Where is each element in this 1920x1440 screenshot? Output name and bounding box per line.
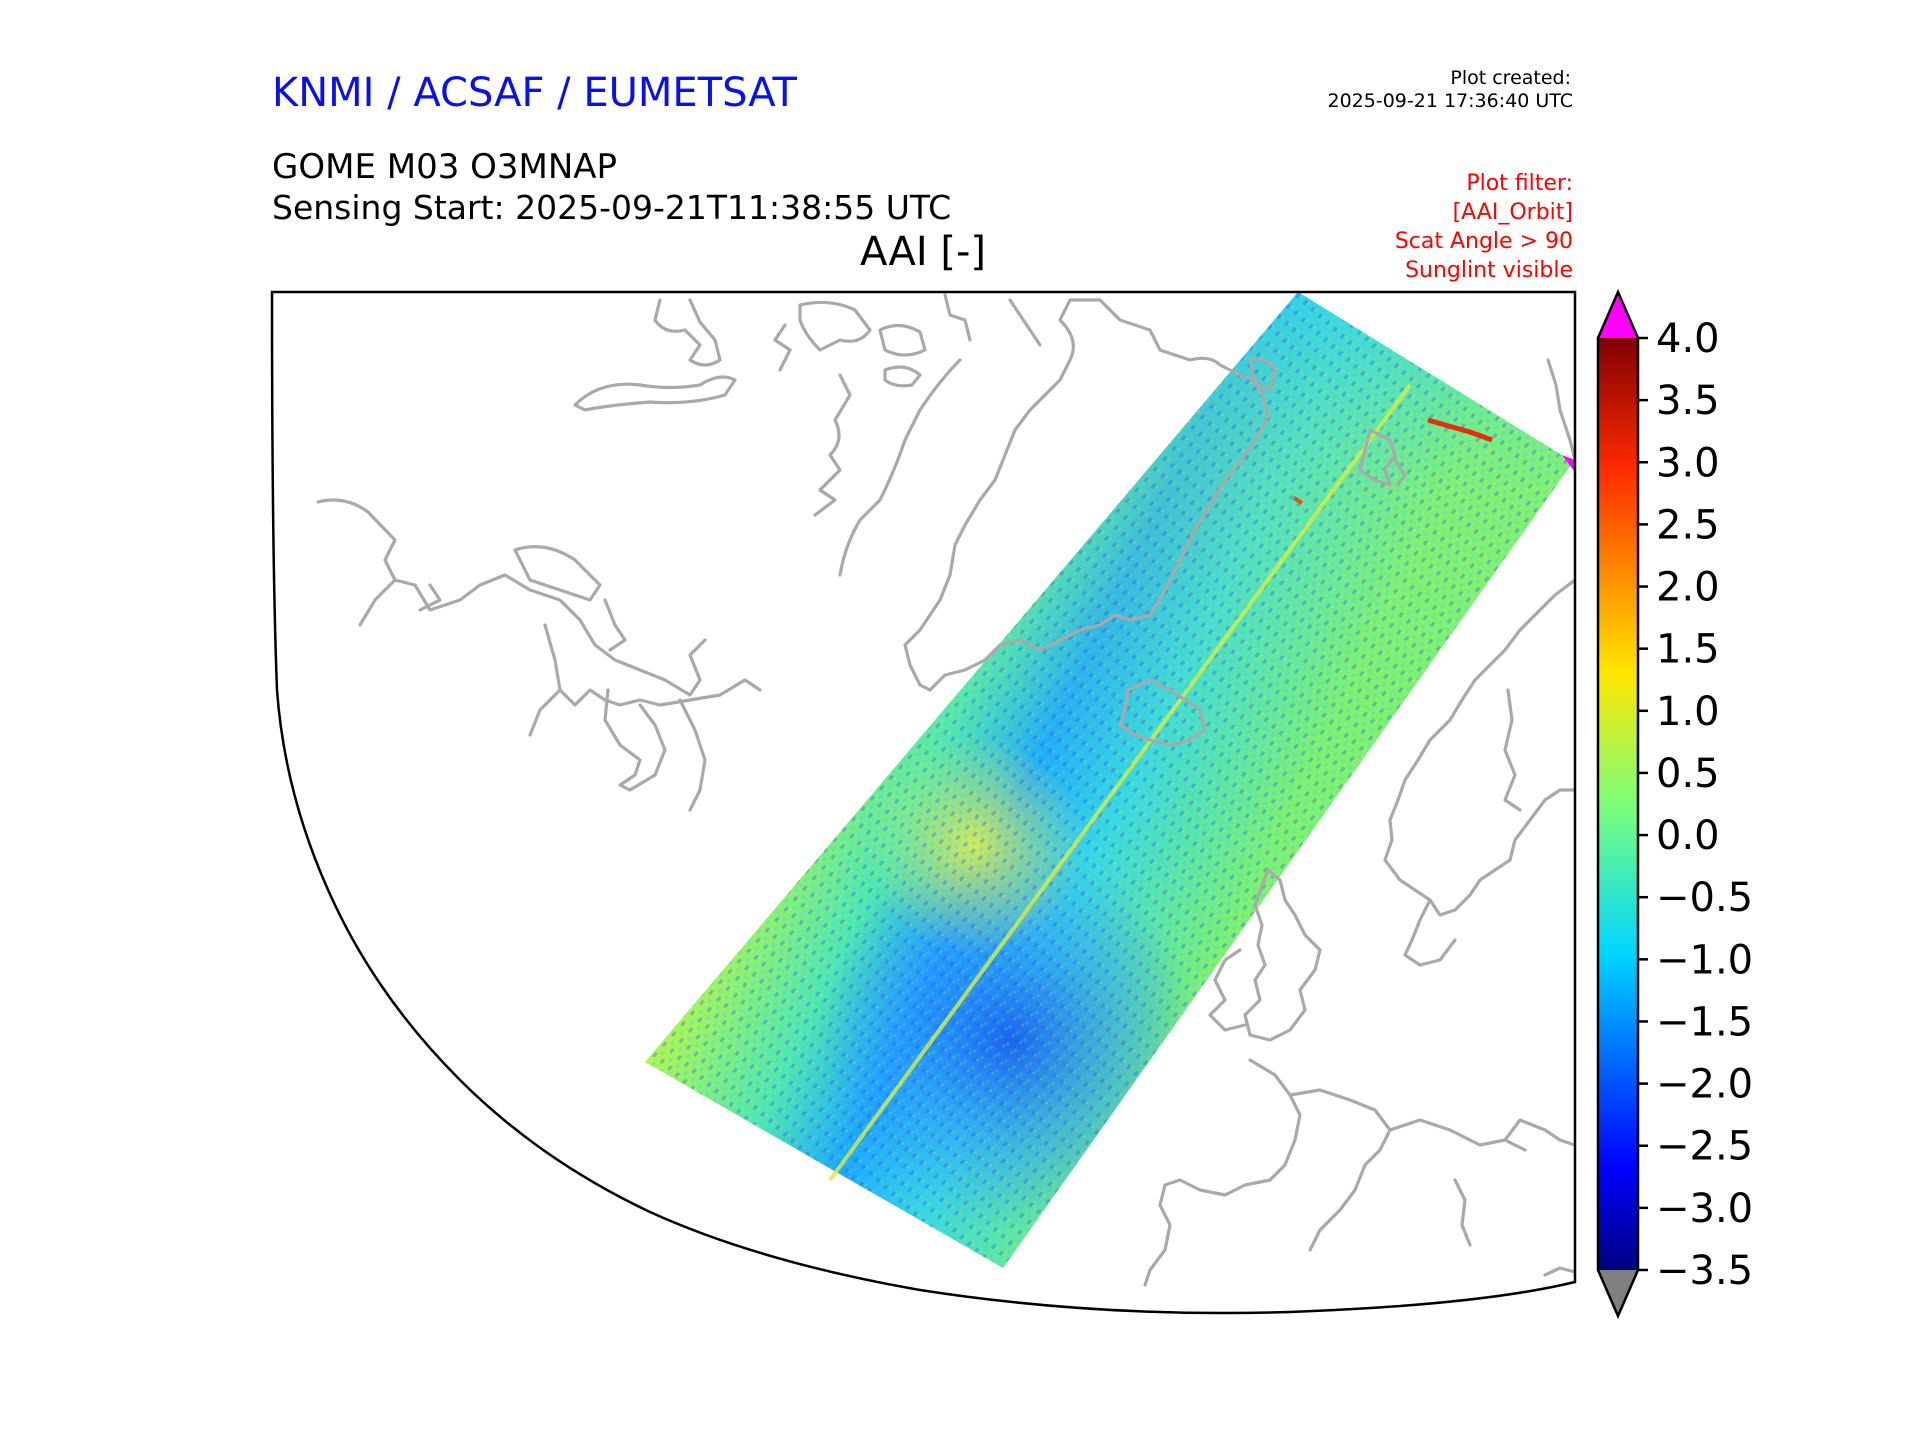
plot-filter-line-1: [AAI_Orbit] (1453, 200, 1573, 225)
colorbar-tick-label: −0.5 (1656, 875, 1753, 921)
colorbar-ticks: 4.0 3.5 3.0 2.5 2.0 1.5 1.0 0.5 0.0 −0.5 −1.0 −1.5 −… (1638, 316, 1753, 1294)
colorbar-tick-label: 2.0 (1656, 565, 1720, 611)
parameter-title: AAI [-] (860, 229, 986, 275)
colorbar-tick-label: −2.5 (1656, 1124, 1753, 1170)
plot-filter-line-3: Sunglint visible (1405, 258, 1573, 283)
colorbar-tick-label: 1.0 (1656, 689, 1720, 735)
colorbar-tick-label: 0.5 (1656, 751, 1720, 797)
coastlines (316, 293, 1575, 1287)
colorbar-tick-label: 4.0 (1656, 316, 1720, 362)
colorbar-gradient (1598, 338, 1638, 1270)
aai-swath (645, 292, 1575, 1268)
colorbar-tick-label: 0.0 (1656, 813, 1720, 859)
product-title: GOME M03 O3MNAP (272, 147, 617, 187)
colorbar-tick-label: −1.0 (1656, 937, 1753, 983)
plot-filter-line-2: Scat Angle > 90 (1395, 229, 1573, 254)
plot-created-label: Plot created: (1450, 67, 1571, 89)
colorbar-tick-label: −2.0 (1656, 1062, 1753, 1108)
colorbar-under-extension (1598, 1270, 1638, 1316)
colorbar-tick-label: −3.0 (1656, 1186, 1753, 1232)
plot-created-time: 2025-09-21 17:36:40 UTC (1328, 90, 1574, 112)
colorbar-over-extension (1598, 292, 1638, 338)
colorbar-tick-label: 1.5 (1656, 627, 1720, 673)
colorbar: 4.0 3.5 3.0 2.5 2.0 1.5 1.0 0.5 0.0 −0.5 −1.0 −1.5 −… (1596, 288, 1753, 1320)
plot-filter-title: Plot filter: (1466, 171, 1573, 196)
sensing-start: Sensing Start: 2025-09-21T11:38:55 UTC (272, 188, 951, 227)
map-boundary (270, 290, 1577, 1315)
colorbar-tick-label: 3.0 (1656, 440, 1720, 486)
map-panel (270, 290, 1577, 1315)
colorbar-tick-label: 3.5 (1656, 378, 1720, 424)
agency-title: KNMI / ACSAF / EUMETSAT (272, 70, 798, 116)
colorbar-tick-label: −1.5 (1656, 999, 1753, 1045)
colorbar-tick-label: 2.5 (1656, 502, 1720, 548)
swath-over-range-pixels (1562, 455, 1575, 472)
colorbar-tick-label: −3.5 (1656, 1248, 1753, 1294)
